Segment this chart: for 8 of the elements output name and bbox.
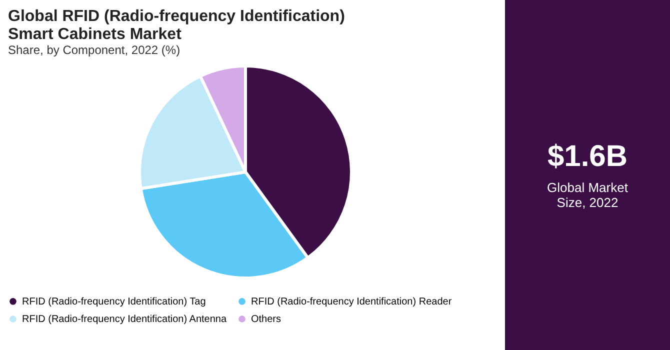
chart-title: Global RFID (Radio-frequency Identification) Smart Cabinets Market: [8, 8, 345, 43]
text: Global Market Size, 2022: [546, 180, 629, 210]
chart-subtitle: Share, by Component, 2022 (%): [8, 43, 180, 57]
legend-label: RFID (Radio-frequency Identification) Reader: [251, 296, 452, 308]
legend-label: RFID (Radio-frequency Identification) Tag: [22, 296, 206, 308]
legend-label: Others: [251, 314, 282, 325]
legend-label: RFID (Radio-frequency Identification) Antenna: [22, 314, 227, 325]
text: $1.6B: [547, 140, 628, 174]
